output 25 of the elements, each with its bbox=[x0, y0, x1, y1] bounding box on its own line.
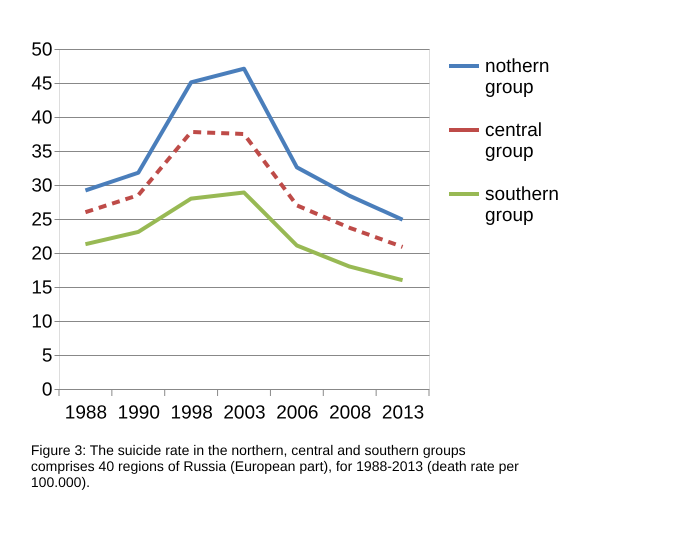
x-tick-label: 2013 bbox=[382, 402, 424, 424]
x-tick-label: 2003 bbox=[223, 402, 266, 424]
x-tick-label: 1990 bbox=[118, 402, 160, 424]
y-tick-label: 30 bbox=[31, 176, 52, 196]
y-tick-label: 50 bbox=[31, 40, 52, 60]
y-tick-label: 5 bbox=[42, 346, 52, 366]
y-tick-label: 35 bbox=[31, 142, 52, 162]
y-tick-label: 40 bbox=[31, 108, 52, 128]
x-tick-label: 2008 bbox=[329, 402, 372, 424]
legend-label: nothern group bbox=[485, 56, 550, 98]
line-series bbox=[83, 66, 405, 222]
x-tick-label: 2006 bbox=[276, 402, 318, 424]
line-series bbox=[83, 190, 405, 282]
y-tick-label: 10 bbox=[31, 312, 52, 332]
x-tick-label: 1988 bbox=[64, 402, 108, 424]
legend-label: central group bbox=[485, 120, 542, 162]
y-tick-label: 20 bbox=[31, 244, 52, 264]
caption: Figure 3: The suicide rate in the northern, central and southern groups comprises 40 regions of Russia (European part), for 1988-2013 (death rate per 100.000). bbox=[30, 442, 520, 490]
line-series bbox=[83, 130, 405, 249]
x-tick-label: 1998 bbox=[170, 402, 213, 424]
y-tick-label: 0 bbox=[42, 380, 52, 400]
y-tick-label: 15 bbox=[31, 278, 52, 298]
y-tick-label: 45 bbox=[31, 74, 52, 94]
legend-label: southern group bbox=[485, 184, 559, 226]
y-tick-label: 25 bbox=[31, 210, 52, 230]
